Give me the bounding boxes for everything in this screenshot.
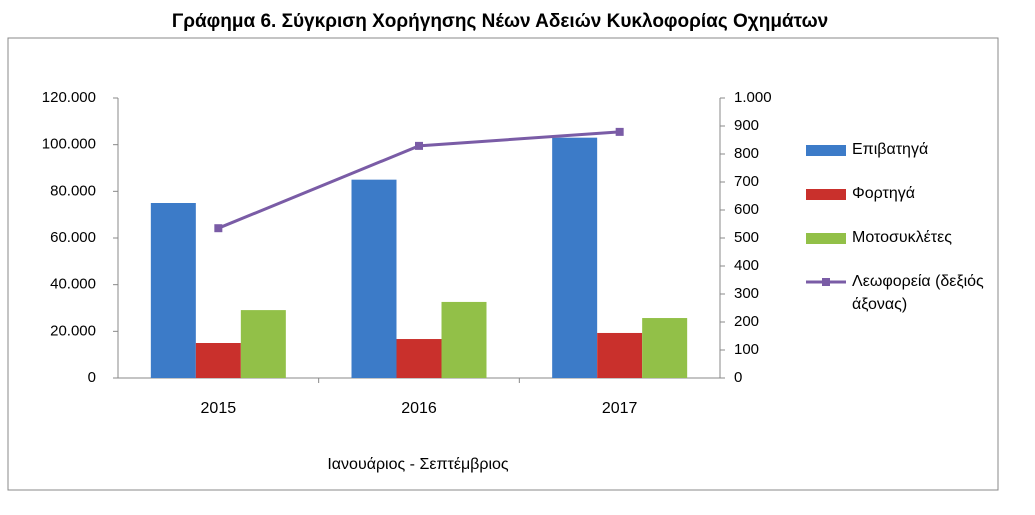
chart-title: Γράφημα 6. Σύγκριση Χορήγησης Νέων Αδειώ… bbox=[172, 11, 828, 32]
y2-tick-label: 1.000 bbox=[734, 89, 772, 106]
bar bbox=[642, 318, 688, 378]
bar bbox=[552, 137, 598, 378]
x-tick-label: 2016 bbox=[401, 400, 437, 417]
bar bbox=[195, 343, 241, 378]
y2-tick-label: 400 bbox=[734, 257, 759, 274]
y2-tick-label: 600 bbox=[734, 201, 759, 218]
legend-item: Φορτηγά bbox=[806, 184, 996, 205]
y-tick-label: 60.000 bbox=[50, 229, 96, 246]
y-tick-label: 120.000 bbox=[42, 89, 96, 106]
bar bbox=[597, 332, 643, 378]
legend-swatch bbox=[806, 228, 846, 248]
y2-tick-label: 0 bbox=[734, 369, 742, 386]
y2-tick-label: 700 bbox=[734, 173, 759, 190]
bar bbox=[351, 179, 397, 378]
legend-item: Λεωφορεία (δεξιός άξονας) bbox=[806, 272, 996, 316]
y-tick-label: 40.000 bbox=[50, 276, 96, 293]
line-marker bbox=[615, 127, 624, 136]
legend-label: Μοτοσυκλέτες bbox=[852, 229, 952, 246]
legend-label: Επιβατηγά bbox=[852, 141, 929, 158]
legend-item: Επιβατηγά bbox=[806, 140, 996, 161]
line-marker bbox=[415, 141, 423, 150]
x-tick-label: 2015 bbox=[201, 400, 237, 417]
y-tick-label: 20.000 bbox=[50, 322, 96, 339]
chart-border bbox=[7, 37, 999, 491]
y2-tick-label: 800 bbox=[734, 145, 759, 162]
legend-label: Φορτηγά bbox=[852, 185, 916, 202]
bar bbox=[150, 203, 196, 378]
legend-label: Λεωφορεία (δεξιός άξονας) bbox=[852, 273, 984, 313]
y-tick-label: 0 bbox=[88, 369, 96, 386]
x-tick-label: 2017 bbox=[602, 400, 638, 417]
legend-swatch bbox=[806, 272, 846, 292]
bar bbox=[396, 339, 442, 378]
bar bbox=[441, 301, 487, 378]
legend-swatch bbox=[806, 140, 846, 160]
y2-tick-label: 300 bbox=[734, 285, 759, 302]
y2-tick-label: 200 bbox=[734, 313, 759, 330]
x-axis-label: Ιανουάριος - Σεπτέμβριος bbox=[327, 456, 509, 473]
y-tick-label: 80.000 bbox=[50, 182, 96, 199]
legend: Επιβατηγά Φορτηγά Μοτοσυκλέτες Λεωφορεία (δ… bbox=[806, 140, 996, 339]
legend-item: Μοτοσυκλέτες bbox=[806, 228, 996, 249]
line-marker bbox=[214, 224, 223, 233]
y2-tick-label: 900 bbox=[734, 117, 759, 134]
bar bbox=[240, 310, 286, 378]
y2-tick-label: 500 bbox=[734, 229, 759, 246]
legend-swatch bbox=[806, 184, 846, 204]
y2-tick-label: 100 bbox=[734, 341, 759, 358]
y-tick-label: 100.000 bbox=[42, 136, 96, 153]
